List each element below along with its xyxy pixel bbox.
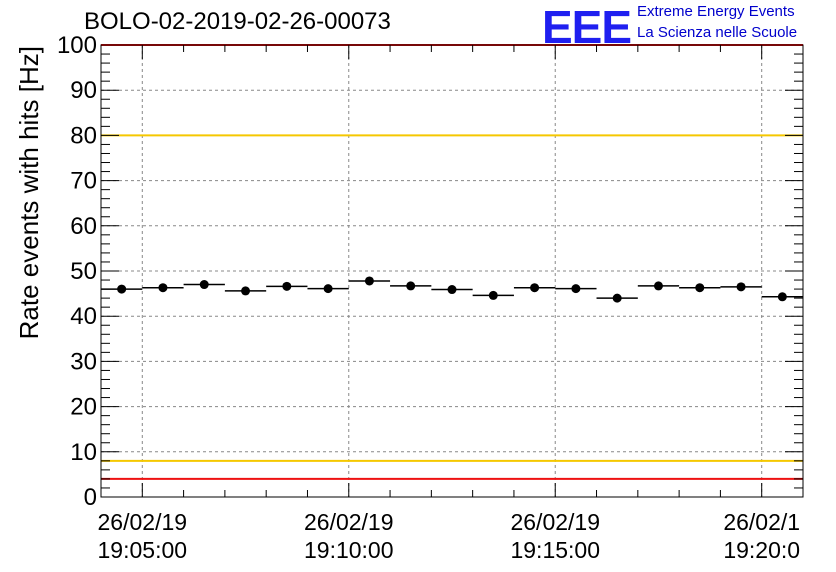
axis-ticks: [100, 44, 804, 498]
data-point: [447, 285, 457, 295]
x-tick-label-date: 26/02/1: [723, 509, 800, 535]
data-point: [199, 280, 209, 290]
data-point: [736, 282, 746, 292]
y-tick-label: 60: [70, 213, 97, 240]
y-tick-label: 100: [57, 32, 97, 59]
y-tick-label: 0: [84, 484, 97, 511]
logo-line-1: Extreme Energy Events: [637, 3, 795, 20]
data-point: [695, 283, 705, 293]
x-tick-label-time: 19:15:00: [510, 537, 600, 563]
data-point: [364, 276, 374, 286]
x-tick-label-date: 26/02/19: [98, 509, 188, 535]
reference-lines: [101, 44, 803, 480]
x-tick-labels: 26/02/1919:05:0026/02/1919:10:0026/02/19…: [98, 509, 801, 563]
data-point: [653, 281, 663, 291]
y-tick-label: 30: [70, 348, 97, 375]
y-tick-label: 80: [70, 122, 97, 149]
eee-logo-letters: EEE: [542, 1, 632, 53]
data-point: [323, 284, 333, 294]
data-point: [530, 283, 540, 293]
y-tick-label: 20: [70, 394, 97, 421]
data-point: [612, 293, 622, 303]
data-point: [282, 281, 292, 291]
data-point: [488, 290, 498, 300]
y-axis-title: Rate events with hits [Hz]: [14, 46, 44, 339]
y-tick-label: 70: [70, 168, 97, 195]
x-tick-label-date: 26/02/19: [510, 509, 600, 535]
data-point: [158, 283, 168, 293]
y-tick-label: 90: [70, 77, 97, 104]
data-point: [406, 281, 416, 291]
data-point: [777, 292, 787, 302]
data-point: [241, 286, 251, 296]
y-tick-label: 50: [70, 258, 97, 285]
data-point: [117, 284, 127, 294]
data-points: [101, 276, 803, 303]
x-tick-label-time: 19:20:0: [723, 537, 800, 563]
x-tick-label-time: 19:10:00: [304, 537, 394, 563]
data-point: [571, 284, 581, 294]
logo-line-2: La Scienza nelle Scuole: [637, 24, 798, 41]
x-tick-label-date: 26/02/19: [304, 509, 394, 535]
y-tick-label: 40: [70, 303, 97, 330]
y-tick-label: 10: [70, 439, 97, 466]
x-tick-label-time: 19:05:00: [98, 537, 188, 563]
chart-title: BOLO-02-2019-02-26-00073: [84, 8, 391, 35]
grid-layer: [101, 45, 803, 497]
y-tick-labels: 0 10 20 30 40 50 60 70 80 90 100: [57, 32, 97, 511]
